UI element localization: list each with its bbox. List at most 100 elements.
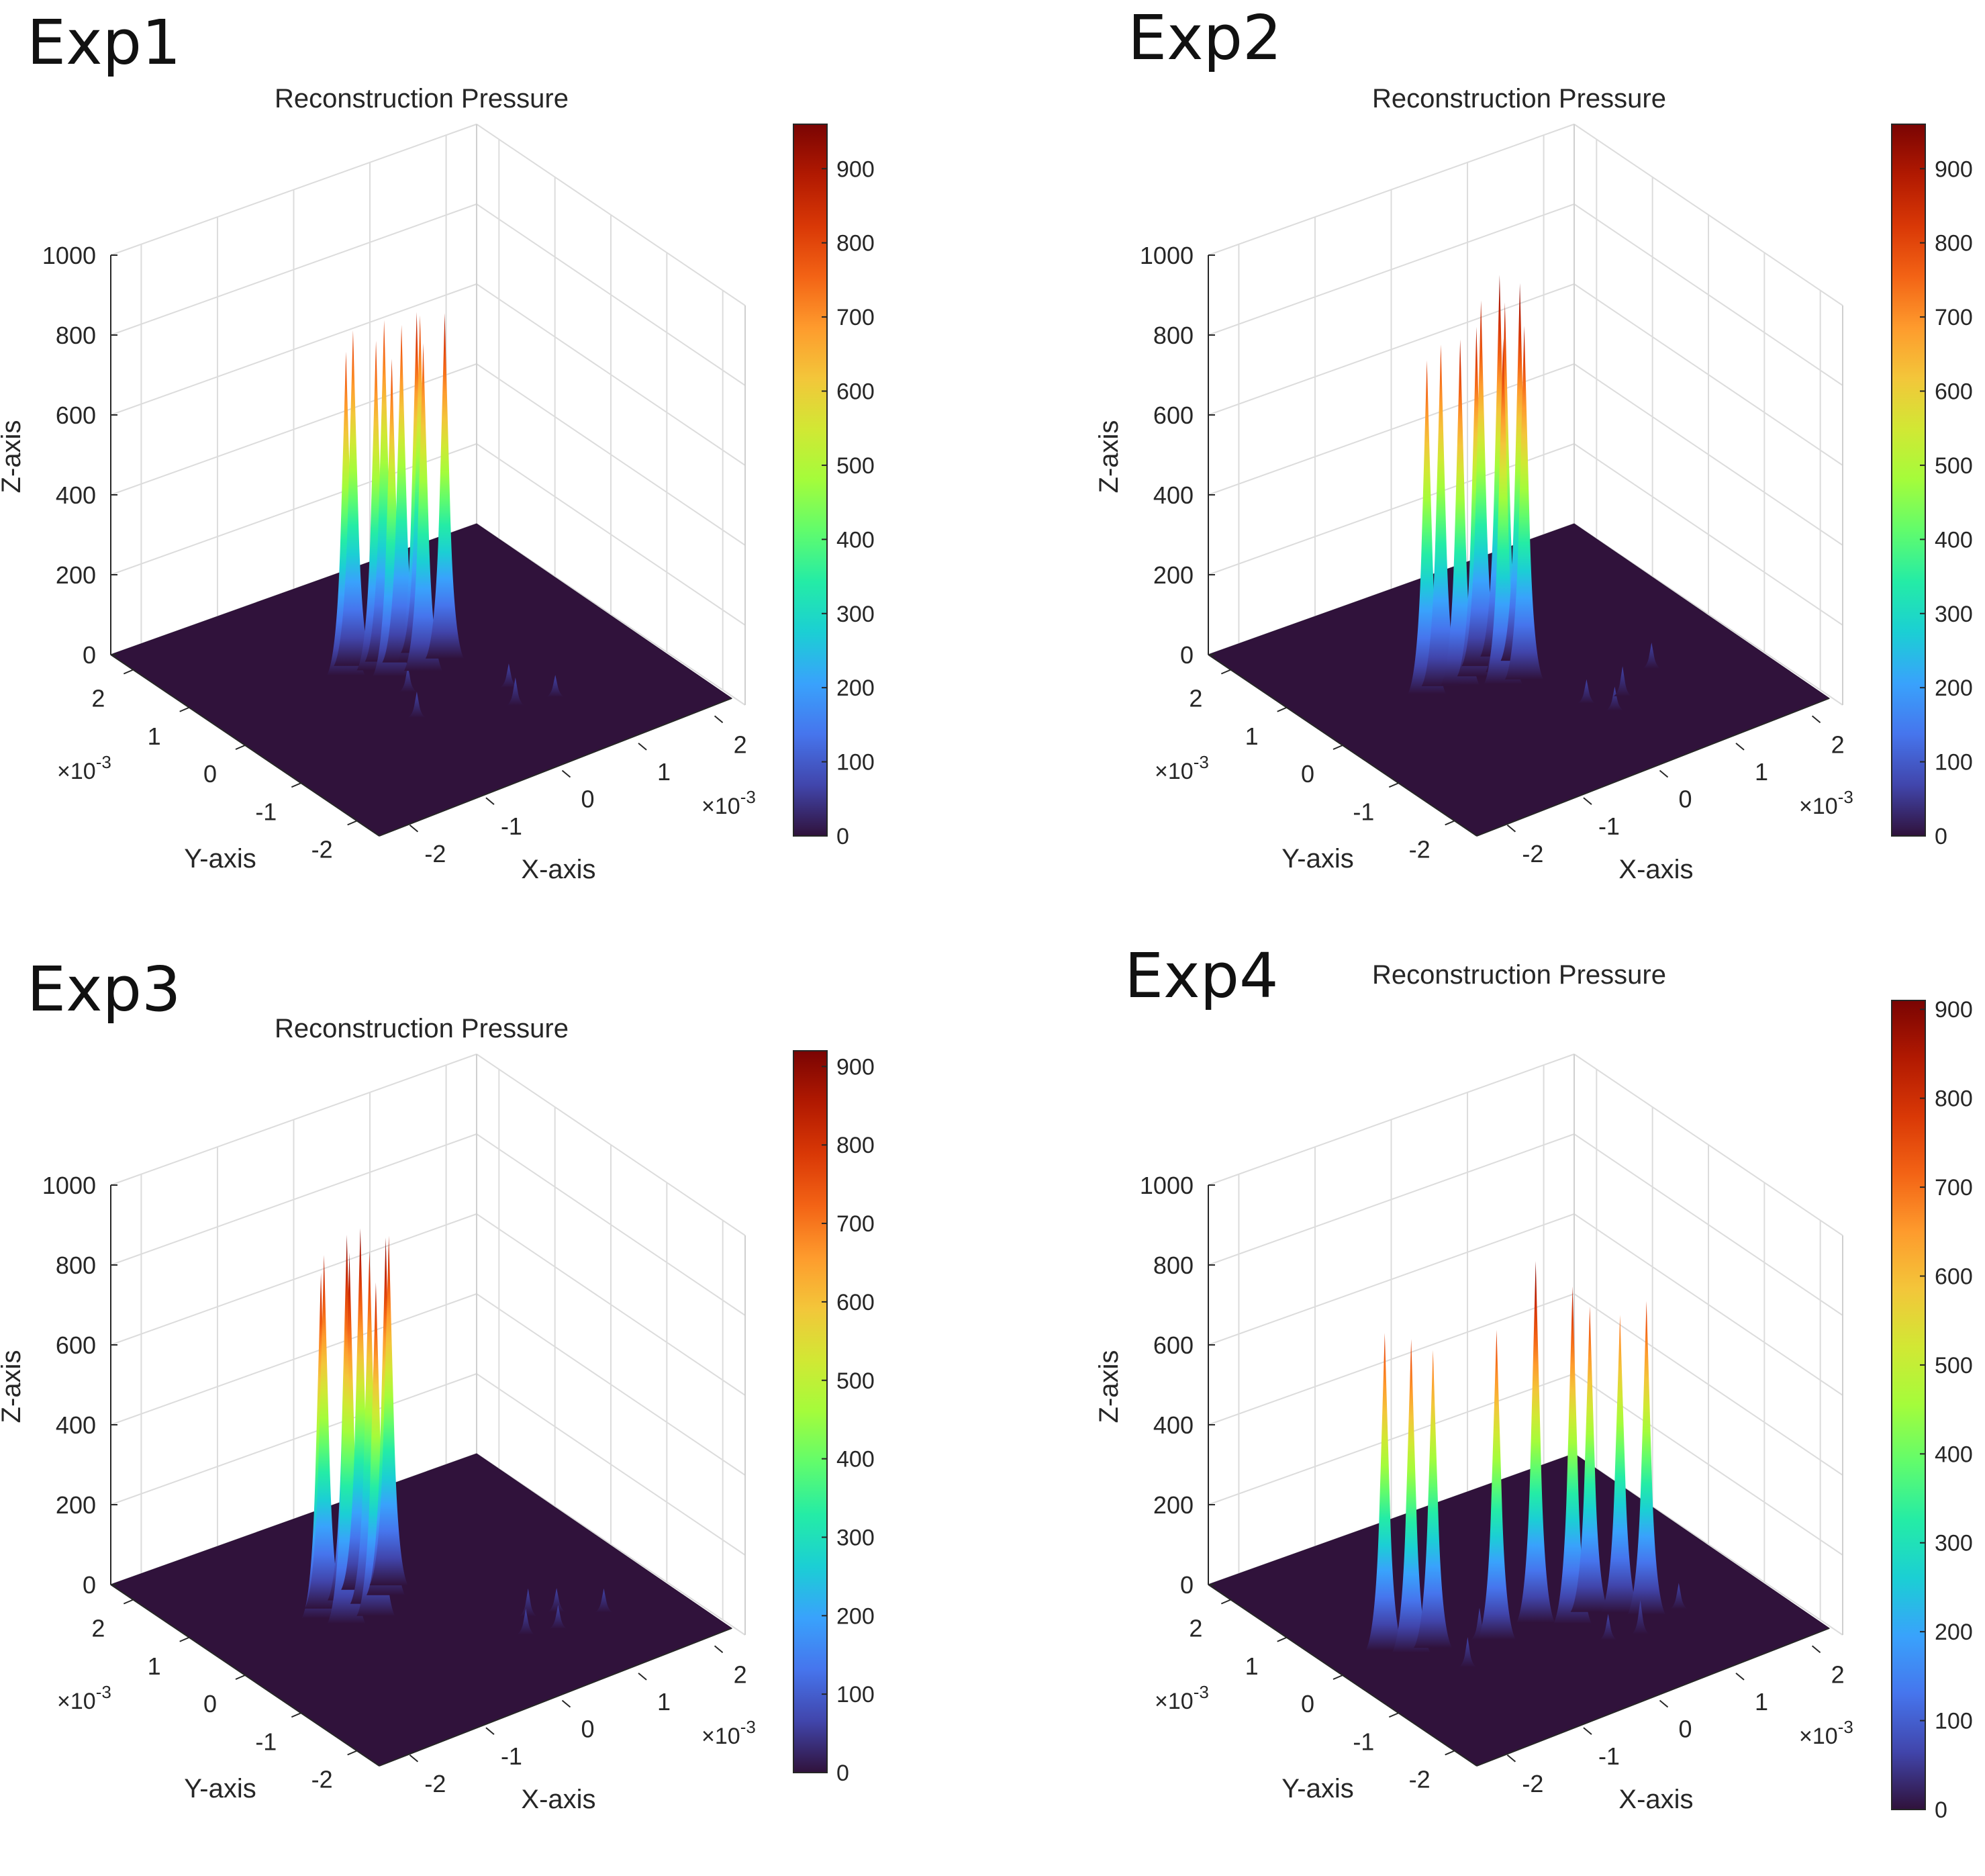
colorbar-tick-label: 600 [1935,379,1973,405]
y-exponent: ×10-3 [1155,1682,1209,1714]
x-tick-label: 2 [1831,1660,1845,1688]
colorbar-tick-label: 0 [1935,1797,1947,1823]
y-tick-label: -1 [255,1728,277,1755]
pressure-peak [1505,326,1544,679]
pressure-peak [1553,1286,1592,1624]
y-tick-label: -2 [311,1766,333,1793]
x-axis-label: X-axis [521,855,595,884]
colorbar-tick-label: 900 [836,156,875,182]
pressure-peak [517,1608,535,1635]
pressure-peak [547,1588,566,1612]
colorbar-tick-label: 900 [836,1054,875,1080]
colorbar-tick-label: 500 [1935,453,1973,479]
pressure-peak [1365,1333,1404,1651]
x-tick-label: 0 [581,1716,594,1743]
pressure-peak [1613,666,1632,696]
colorbar-gradient [1891,124,1926,837]
peaks [1365,1261,1688,1667]
chart-title: Reconstruction Pressure [275,1014,569,1043]
pressure-peak [341,1228,380,1590]
pressure-peak [1631,1600,1649,1634]
z-tick-label: 600 [56,1331,96,1359]
y-axis-label: Y-axis [184,1774,256,1803]
colorbar-tick-label: 600 [836,1290,875,1315]
y-tick-label: 0 [203,760,217,788]
y-exponent: ×10-3 [1155,752,1209,784]
x-tick-label: 1 [657,758,671,786]
colorbar-tick-label: 200 [836,1603,875,1629]
x-tick-label: 2 [734,1660,747,1688]
colorbar-tick-label: 800 [1935,231,1973,256]
peaks [1408,275,1661,711]
x-tick-label: 1 [657,1688,671,1716]
colorbar-tick-label: 400 [836,1447,875,1472]
pressure-peak [365,320,403,662]
z-tick-label: 0 [1180,641,1194,669]
pressure-peak [549,1605,567,1629]
colorbar-tick-label: 200 [1935,675,1973,701]
x-tick-label: 1 [1755,758,1768,786]
z-tick-label: 1000 [42,242,96,269]
colorbar-tick-label: 700 [836,1211,875,1237]
colorbar-tick-label: 900 [1935,156,1973,182]
z-tick-label: 200 [56,1491,96,1519]
colorbar-tick-label: 0 [836,824,849,849]
y-tick-label: -1 [255,798,277,825]
colorbar: 0 100 200 300 400 500 600 700 800 900 [793,1050,875,1786]
colorbar-tick-label: 500 [836,453,875,479]
colorbar-tick-label: 700 [836,305,875,330]
colorbar-tick-label: 700 [1935,1175,1973,1201]
pressure-peak [356,1282,395,1616]
z-tick-label: 0 [83,1571,96,1599]
pressure-peak [1606,686,1624,711]
colorbar-tick-label: 100 [836,1682,875,1707]
y-axis: 2 1 0 -1 -2 Y-axis ×10-3 [1155,1584,1478,1803]
pressure-peak [1578,679,1596,704]
colorbar-gradient [793,124,828,837]
colorbar-tick-label: 300 [1935,1531,1973,1556]
colorbar-tick-label: 300 [1935,602,1973,627]
y-tick-label: 2 [91,1615,105,1642]
y-tick-label: 0 [1301,760,1314,788]
pressure-peak [1516,1261,1555,1623]
y-tick-label: 1 [1245,722,1259,750]
z-axis: 0 200 400 600 800 1000 Z-axis [1094,1172,1215,1599]
colorbar-tick-label: 500 [836,1368,875,1394]
x-tick-label: 0 [1678,1716,1692,1743]
x-tick-label: -1 [1598,812,1620,840]
z-axis-label: Z-axis [1094,1350,1124,1423]
x-axis: -2 -1 0 1 2 X-axis ×10-3 [1476,1628,1853,1814]
pressure-peak [499,663,518,688]
y-tick-label: 1 [1245,1652,1259,1680]
colorbar: 0 100 200 300 400 500 600 700 800 900 [793,124,875,849]
pressure-peak [334,330,373,666]
y-tick-label: 2 [1189,1615,1202,1642]
pressure-peak [350,1250,389,1604]
chart-title: Reconstruction Pressure [1372,960,1666,990]
x-tick-label: 0 [581,786,594,813]
grid-lines [1208,1053,1843,1636]
x-exponent: ×10-3 [1799,787,1853,819]
pressure-peak [506,677,524,706]
pressure-peak [407,692,426,718]
pressure-peak [546,675,565,697]
x-tick-label: -1 [501,1742,522,1770]
surface-floor [1207,1453,1831,1767]
pressure-peak [1643,643,1661,669]
pressure-peak [425,313,465,659]
y-tick-label: -1 [1353,798,1374,825]
colorbar-tick-label: 800 [836,231,875,256]
y-exponent: ×10-3 [57,1682,111,1714]
pressure-peak [1500,283,1539,661]
z-axis: 0 200 400 600 800 1000 Z-axis [0,242,117,669]
chart-panel-4: Exp4 Reconstruction Pressure 0200400600800… [1094,940,1973,1823]
panel-label: Exp4 [1124,940,1279,1012]
pressure-peak [373,359,411,677]
x-tick-label: 0 [1678,786,1692,813]
x-axis: -2 -1 0 1 2 X-axis ×10-3 [1476,698,1853,884]
colorbar-tick-label: 0 [1935,824,1947,849]
colorbar-tick-label: 300 [836,602,875,627]
